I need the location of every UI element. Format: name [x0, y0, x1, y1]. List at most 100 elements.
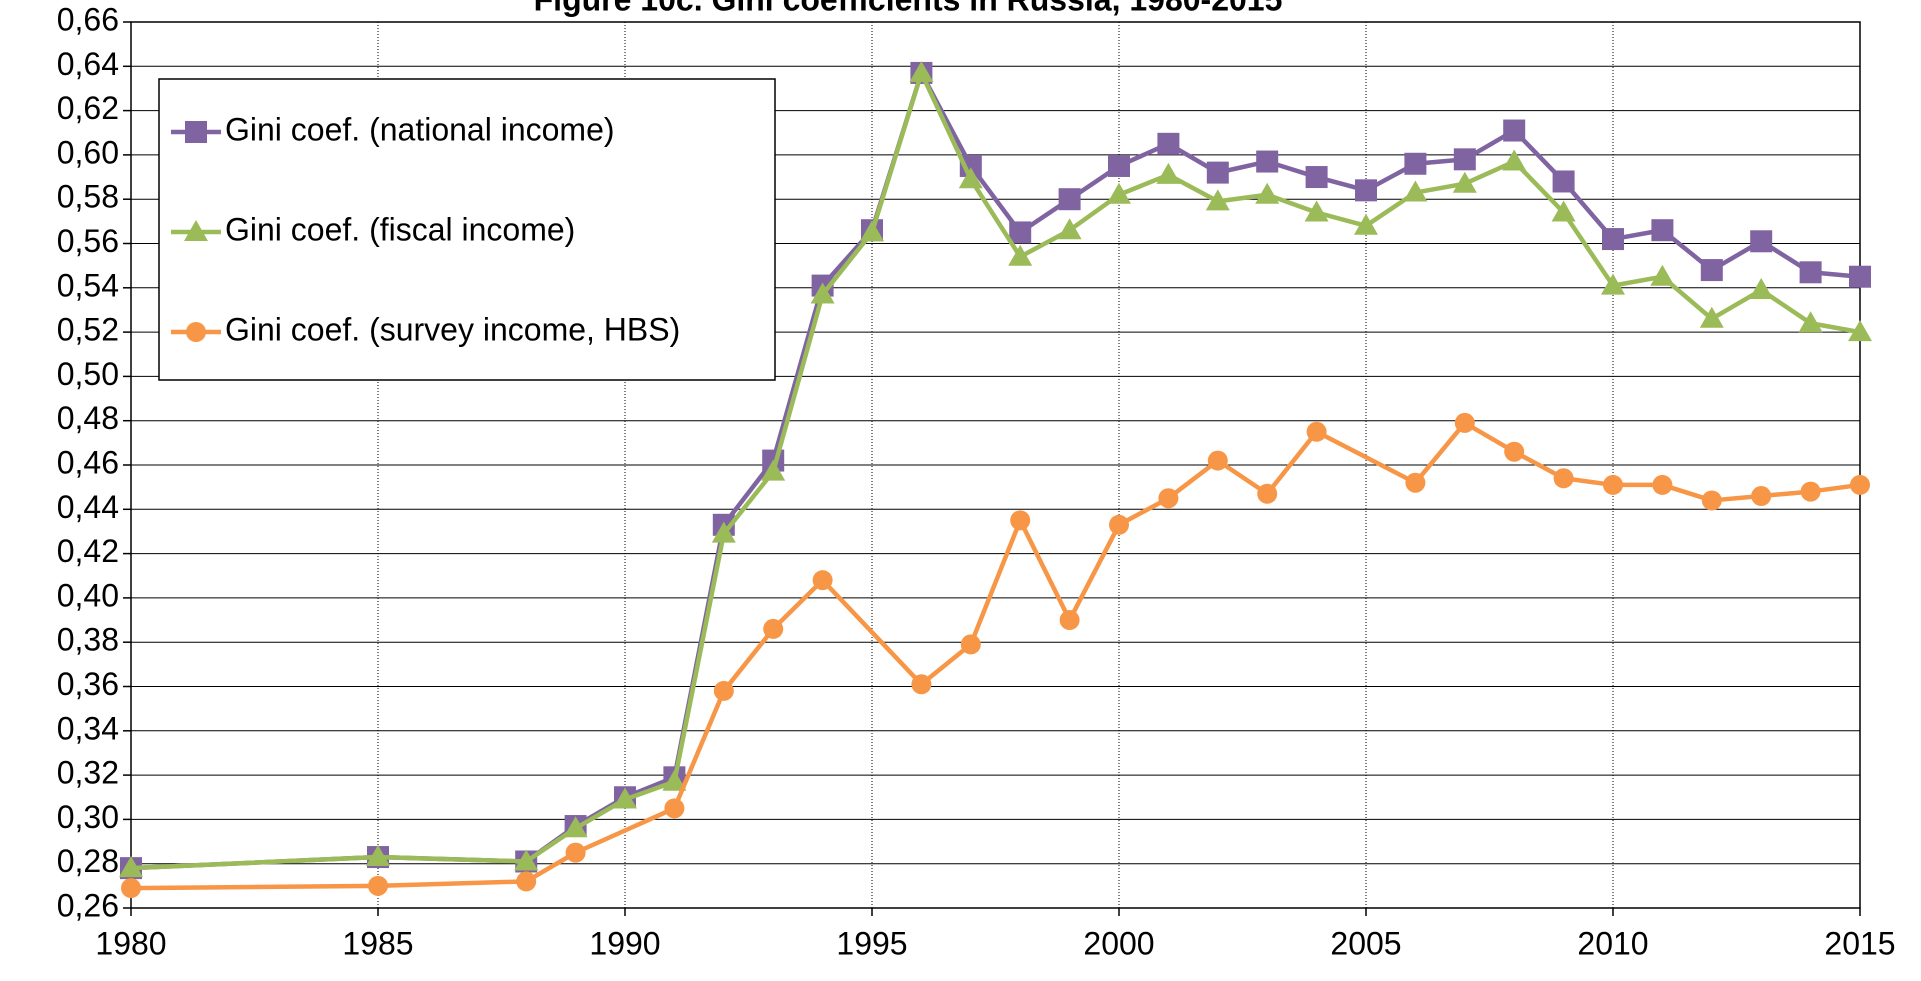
marker	[613, 787, 637, 809]
marker	[514, 849, 539, 871]
marker	[860, 220, 884, 242]
marker	[1306, 421, 1327, 442]
marker	[366, 845, 390, 867]
legend-marker	[186, 322, 206, 342]
marker	[1107, 182, 1131, 204]
plot-frame	[130, 21, 1861, 909]
marker	[1502, 149, 1527, 171]
y-tick-label: 0,48	[57, 400, 119, 436]
marker	[1552, 170, 1575, 193]
x-tick-label: 2015	[1824, 925, 1895, 961]
y-tick-label: 0,34	[57, 710, 119, 746]
marker	[1010, 510, 1031, 531]
y-tick-label: 0,60	[57, 134, 119, 170]
marker	[1701, 490, 1722, 511]
marker	[1009, 221, 1032, 244]
y-tick-label: 0,52	[57, 312, 119, 348]
x-tick-label: 1980	[95, 925, 166, 961]
marker	[1255, 182, 1280, 204]
y-tick-label: 0,64	[57, 46, 119, 82]
marker	[1699, 306, 1724, 328]
marker	[1158, 488, 1179, 509]
marker	[1304, 200, 1329, 222]
marker	[1156, 162, 1181, 184]
marker	[1404, 152, 1427, 175]
y-tick-label: 0,38	[57, 622, 119, 658]
marker	[810, 282, 835, 304]
marker	[1798, 311, 1823, 333]
y-tick-label: 0,62	[57, 90, 119, 126]
marker	[1799, 261, 1822, 284]
y-tick-label: 0,66	[57, 1, 119, 37]
marker	[1650, 264, 1675, 286]
x-tick-label: 1995	[836, 925, 907, 961]
y-tick-label: 0,58	[57, 179, 119, 215]
y-tick-label: 0,26	[57, 887, 119, 923]
legend-box	[158, 78, 776, 381]
marker	[664, 798, 685, 819]
y-tick-label: 0,28	[57, 843, 119, 879]
y-tick-label: 0,44	[57, 489, 119, 525]
marker	[1848, 320, 1872, 342]
marker	[1452, 171, 1477, 193]
marker	[1206, 161, 1229, 184]
marker	[1058, 188, 1081, 211]
marker	[1849, 265, 1871, 288]
y-tick-label: 0,56	[57, 223, 119, 259]
y-tick-label: 0,50	[57, 356, 119, 392]
marker	[1207, 450, 1228, 471]
marker	[1700, 259, 1723, 282]
marker	[1504, 441, 1525, 462]
marker	[1454, 412, 1475, 433]
marker	[119, 856, 143, 878]
marker	[1553, 468, 1574, 489]
marker	[1057, 218, 1082, 240]
marker	[1257, 483, 1278, 504]
marker	[1503, 119, 1526, 142]
marker	[1355, 179, 1377, 202]
y-tick-label: 0,54	[57, 267, 119, 303]
marker	[713, 680, 734, 701]
marker	[662, 769, 687, 791]
marker	[1603, 474, 1623, 495]
marker	[1403, 180, 1428, 202]
marker	[711, 521, 736, 543]
marker	[121, 878, 141, 899]
marker	[1749, 278, 1774, 300]
x-tick-label: 2000	[1083, 925, 1154, 961]
marker	[1551, 200, 1576, 222]
marker	[368, 875, 388, 896]
marker	[1109, 514, 1129, 535]
marker	[1651, 219, 1674, 242]
marker	[1453, 148, 1476, 171]
y-tick-label: 0,30	[57, 799, 119, 835]
x-tick-label: 2010	[1577, 925, 1648, 961]
marker	[1108, 154, 1130, 177]
marker	[1157, 132, 1180, 155]
marker	[1601, 273, 1625, 295]
x-tick-label: 1985	[342, 925, 413, 961]
marker	[761, 459, 786, 481]
marker	[763, 618, 784, 639]
marker	[960, 634, 981, 655]
legend-label: Gini coef. (survey income, HBS)	[225, 311, 680, 347]
x-tick-label: 2005	[1330, 925, 1401, 961]
marker	[563, 816, 588, 838]
y-tick-label: 0,36	[57, 666, 119, 702]
marker	[909, 60, 934, 82]
marker	[1305, 166, 1328, 189]
marker	[1751, 486, 1772, 507]
marker	[958, 167, 983, 189]
marker	[1602, 228, 1624, 251]
marker	[1256, 150, 1279, 173]
y-tick-label: 0,42	[57, 533, 119, 569]
legend-label: Gini coef. (national income)	[225, 111, 615, 147]
y-tick-label: 0,40	[57, 577, 119, 613]
marker	[812, 570, 833, 591]
marker	[1205, 189, 1230, 211]
marker	[1850, 474, 1870, 495]
marker	[565, 842, 586, 863]
marker	[1354, 213, 1378, 235]
marker	[1652, 474, 1673, 495]
